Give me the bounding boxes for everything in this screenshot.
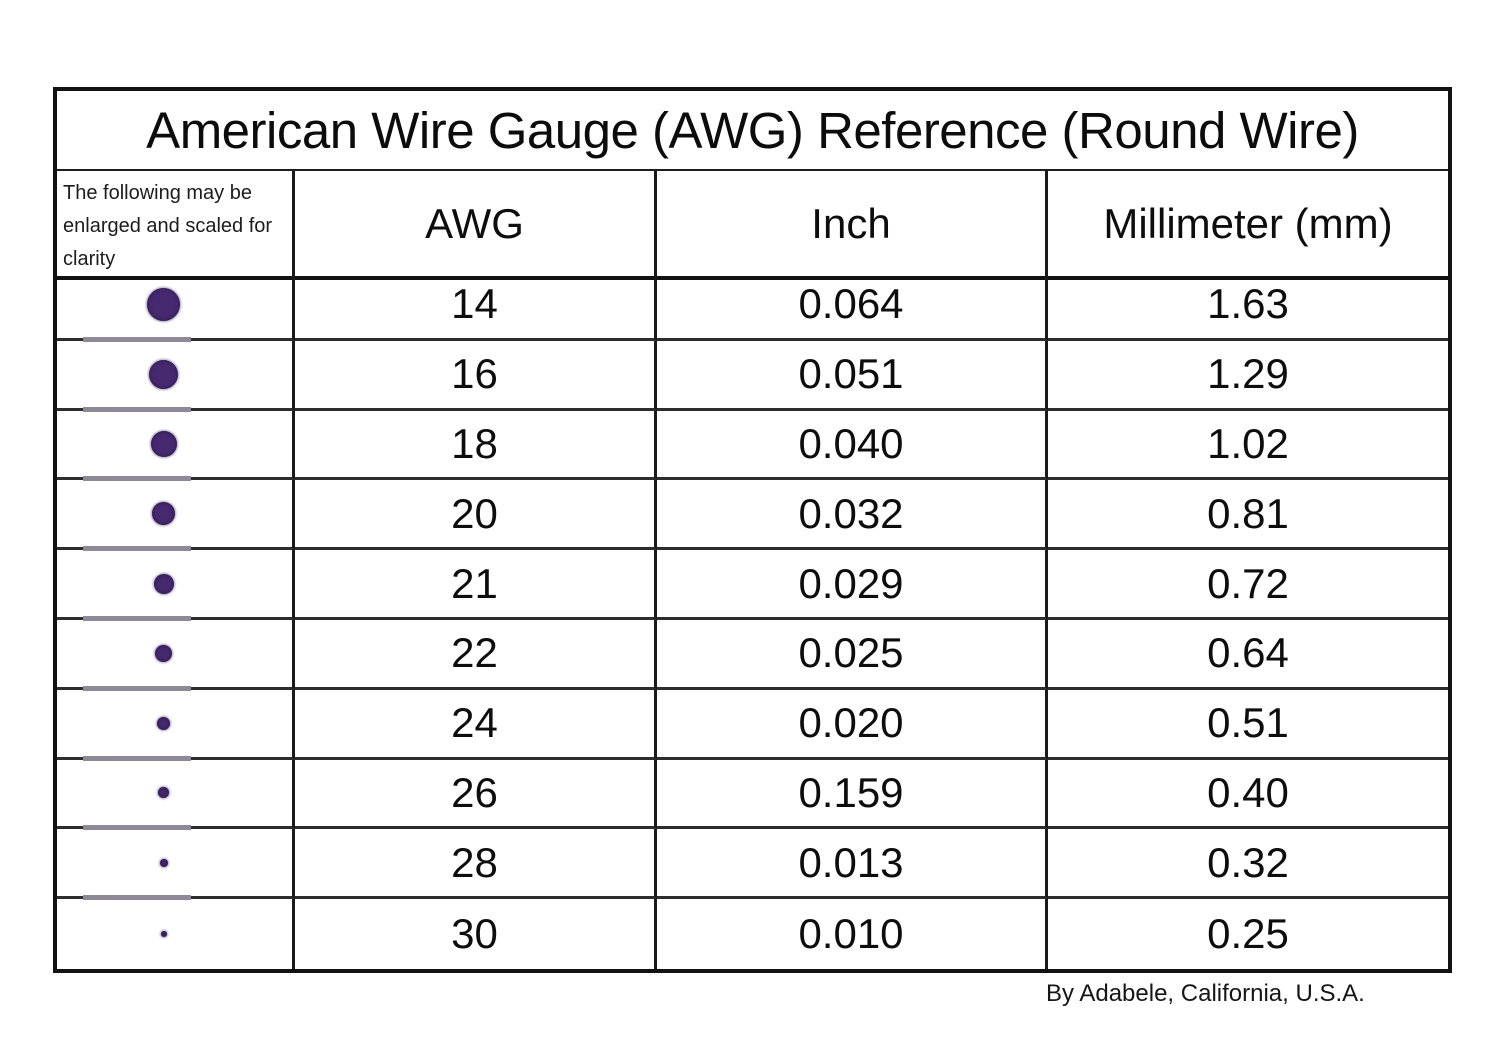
divider-highlight [83,755,191,761]
awg-value: 20 [295,480,657,551]
wire-size-dot [152,502,175,526]
mm-value: 1.29 [1048,341,1448,411]
wire-size-dot [158,787,169,799]
column-header-millimeter: Millimeter (mm) [1048,171,1448,280]
wire-dot-cell [57,271,295,342]
scale-note: The following may be enlarged and scaled… [57,171,295,280]
awg-value: 30 [295,899,657,969]
table-body: 14 0.064 1.63 16 0.051 1.29 18 0.040 1.02 20 0.032… [57,271,1448,969]
inch-value: 0.040 [657,410,1048,481]
inch-value: 0.051 [657,340,1048,411]
inch-value: 0.029 [657,550,1048,620]
awg-value: 21 [295,550,657,620]
awg-value: 26 [295,759,657,830]
divider-highlight [83,895,191,901]
wire-size-dot [155,644,172,662]
awg-reference-table: American Wire Gauge (AWG) Reference (Rou… [53,87,1452,973]
wire-size-dot [160,931,167,938]
table-header-row: The following may be enlarged and scaled… [57,171,1448,280]
inch-value: 0.064 [657,271,1048,341]
divider-highlight [83,406,191,412]
inch-value: 0.159 [657,759,1048,830]
credit-text: By Adabele, California, U.S.A. [1046,980,1365,1007]
divider-highlight [83,685,191,691]
inch-value: 0.032 [657,480,1048,551]
wire-size-dot [159,858,168,867]
divider-highlight [83,476,191,482]
mm-value: 1.63 [1048,271,1448,341]
awg-value: 28 [295,829,657,900]
column-header-awg: AWG [295,171,657,280]
mm-value: 0.40 [1048,760,1448,830]
mm-value: 0.72 [1048,550,1448,620]
divider-highlight [83,546,191,552]
wire-dot-cell [57,480,295,552]
wire-dot-cell [57,689,295,761]
mm-value: 0.25 [1207,910,1289,958]
wire-size-dot [149,359,178,389]
mm-value: 0.64 [1048,620,1448,690]
wire-dot-cell [57,759,295,831]
mm-value: 0.32 [1048,829,1448,900]
wire-dot-cell [57,410,295,482]
wire-dot-cell [57,550,295,621]
awg-value: 18 [295,410,657,481]
mm-value: 1.02 [1048,411,1448,481]
wire-dot-cell [57,620,295,691]
divider-highlight [83,616,191,621]
awg-value: 14 [295,271,657,341]
mm-value: 0.51 [1048,690,1448,760]
awg-value: 22 [295,620,657,690]
wire-dot-cell [57,340,295,412]
wire-dot-cell [57,899,295,969]
awg-value: 24 [295,689,657,760]
wire-dot-cell [57,829,295,901]
wire-size-dot [157,716,170,730]
wire-size-dot [153,573,174,594]
awg-value: 16 [295,340,657,411]
inch-value: 0.010 [657,899,1048,969]
table-title: American Wire Gauge (AWG) Reference (Rou… [57,91,1448,171]
mm-value: 0.81 [1048,480,1448,551]
wire-size-dot [150,430,177,457]
inch-value: 0.013 [657,829,1048,900]
inch-value: 0.025 [657,620,1048,690]
divider-highlight [83,336,191,342]
wire-size-dot [147,287,180,321]
column-header-inch: Inch [657,171,1048,280]
divider-highlight [83,825,191,831]
inch-value: 0.020 [657,689,1048,760]
